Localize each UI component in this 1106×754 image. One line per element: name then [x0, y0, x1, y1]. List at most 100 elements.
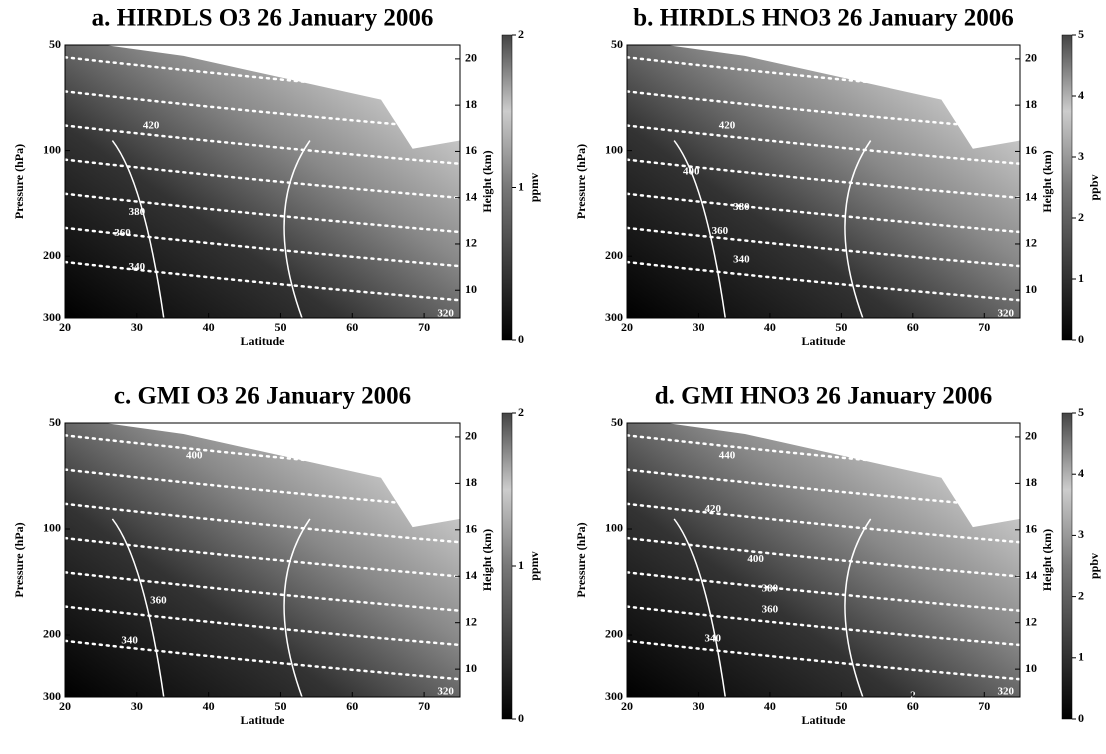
isentrope — [63, 192, 462, 234]
contour-line — [111, 518, 311, 698]
y2-tick-label: 20 — [465, 429, 477, 443]
isentrope — [63, 226, 462, 268]
y2-axis-label: Height (km) — [480, 529, 494, 591]
contour-label: 420 — [143, 119, 160, 131]
colorbar-tick-label: 2 — [1078, 588, 1084, 602]
contour-line — [673, 140, 872, 319]
contour-label: 400 — [747, 553, 764, 565]
x-tick-label: 20 — [621, 320, 633, 334]
x-tick-label: 20 — [59, 320, 71, 334]
isentrope — [63, 571, 462, 612]
colorbar-tick-label: 1 — [518, 558, 524, 572]
empty-region — [666, 423, 1020, 528]
y2-tick-label: 20 — [465, 51, 477, 65]
x-tick-label: 50 — [274, 699, 286, 713]
x-tick-label: 30 — [692, 699, 704, 713]
isentrope — [625, 571, 1022, 612]
y-tick-label: 300 — [43, 689, 61, 703]
y-tick-label: 100 — [605, 521, 623, 535]
y2-tick-label: 18 — [465, 475, 477, 489]
colorbar-tick-label: 5 — [1078, 405, 1084, 419]
colorbar-tick-label: 2 — [1078, 210, 1084, 224]
colorbar-tick-label: 4 — [1078, 88, 1084, 102]
y-axis-label: Pressure (hPa) — [12, 144, 26, 219]
x-tick-label: 60 — [346, 320, 358, 334]
isentrope — [625, 605, 1022, 647]
colorbar-tick-label: 4 — [1078, 466, 1084, 480]
y-tick-label: 300 — [605, 689, 623, 703]
y2-tick-label: 14 — [465, 189, 477, 203]
y2-tick-label: 12 — [1025, 236, 1037, 250]
colorbar — [1061, 34, 1073, 341]
y-tick-label: 50 — [49, 415, 61, 429]
x-tick-label: 30 — [692, 320, 704, 334]
isentrope — [625, 124, 1022, 166]
isentrope — [625, 639, 1022, 681]
x-axis-label: Latitude — [801, 334, 846, 348]
isentrope — [625, 502, 1022, 544]
colorbar-tick-label: 0 — [518, 332, 524, 346]
isentrope — [63, 158, 462, 200]
x-tick-label: 30 — [131, 320, 143, 334]
y2-tick-label: 16 — [465, 143, 477, 157]
y2-tick-label: 18 — [1025, 475, 1037, 489]
y2-tick-label: 20 — [1025, 51, 1037, 65]
y-tick-label: 50 — [611, 37, 623, 51]
colorbar-tick-label: 3 — [1078, 527, 1084, 541]
contour-label: 340 — [733, 254, 750, 266]
contour-label: 400 — [683, 165, 700, 177]
isentrope — [625, 158, 1022, 200]
colorbar-label: ppbv — [1087, 174, 1101, 200]
isentrope — [625, 226, 1022, 268]
y2-axis-label: Height (km) — [1040, 150, 1054, 212]
x-axis-label: Latitude — [240, 713, 285, 727]
empty-region — [666, 45, 1020, 149]
x-tick-label: 40 — [203, 320, 215, 334]
y2-tick-label: 16 — [1025, 522, 1037, 536]
y-tick-label: 100 — [43, 142, 61, 156]
isentrope — [625, 260, 1022, 302]
colorbar-tick-label: 2 — [518, 405, 524, 419]
contour-line — [111, 140, 311, 319]
isentrope — [63, 536, 462, 578]
y2-tick-label: 12 — [465, 614, 477, 628]
contour-label: 420 — [704, 503, 721, 515]
x-tick-label: 50 — [274, 320, 286, 334]
contour-label: 380 — [733, 201, 750, 213]
colorbar-label: ppmv — [527, 551, 541, 580]
isentrope — [63, 502, 462, 544]
y-tick-label: 50 — [49, 37, 61, 51]
isentrope — [63, 605, 462, 647]
title: a. HIRDLS O3 26 January 2006 — [92, 5, 434, 32]
y2-tick-label: 10 — [465, 661, 477, 675]
isentrope — [63, 434, 462, 475]
x-tick-label: 70 — [418, 699, 430, 713]
y2-tick-label: 14 — [1025, 189, 1037, 203]
x-tick-label: 70 — [978, 699, 990, 713]
y-tick-label: 100 — [605, 142, 623, 156]
y2-axis-label: Height (km) — [1040, 529, 1054, 591]
y2-tick-label: 10 — [1025, 661, 1037, 675]
y-tick-label: 200 — [605, 248, 623, 262]
colorbar-label: ppmv — [527, 173, 541, 202]
y-axis-label: Pressure (hPa) — [574, 144, 588, 219]
contour-label: 360 — [114, 227, 131, 239]
contour-label: 320 — [997, 685, 1014, 697]
empty-region — [104, 423, 460, 528]
colorbar-tick-label: 0 — [518, 711, 524, 725]
y-tick-label: 200 — [605, 627, 623, 641]
y2-tick-label: 16 — [465, 522, 477, 536]
plot-frame — [64, 422, 461, 698]
title: c. GMI O3 26 January 2006 — [114, 383, 411, 410]
y-tick-label: 50 — [611, 415, 623, 429]
colorbar-tick-label: 0 — [1078, 332, 1084, 346]
y2-tick-label: 18 — [465, 97, 477, 111]
y2-tick-label: 12 — [1025, 614, 1037, 628]
colorbar — [501, 412, 513, 720]
isentrope — [63, 260, 462, 302]
plot-frame — [626, 44, 1021, 319]
x-tick-label: 40 — [203, 699, 215, 713]
contour-label: 320 — [997, 307, 1014, 319]
y-tick-label: 100 — [43, 521, 61, 535]
